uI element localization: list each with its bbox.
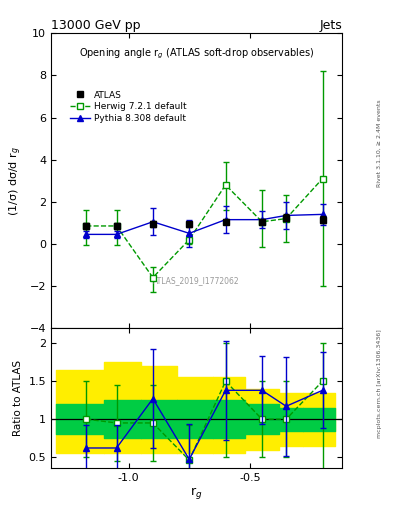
Y-axis label: (1/σ) dσ/d r$_g$: (1/σ) dσ/d r$_g$ xyxy=(8,146,24,216)
Text: Rivet 3.1.10, ≥ 2.4M events: Rivet 3.1.10, ≥ 2.4M events xyxy=(377,99,382,187)
Text: Jets: Jets xyxy=(319,19,342,32)
X-axis label: r$_g$: r$_g$ xyxy=(190,485,203,501)
Text: ATLAS_2019_I1772062: ATLAS_2019_I1772062 xyxy=(153,276,240,285)
Text: Opening angle r$_g$ (ATLAS soft-drop observables): Opening angle r$_g$ (ATLAS soft-drop obs… xyxy=(79,47,314,61)
Text: 13000 GeV pp: 13000 GeV pp xyxy=(51,19,141,32)
Legend: ATLAS, Herwig 7.2.1 default, Pythia 8.308 default: ATLAS, Herwig 7.2.1 default, Pythia 8.30… xyxy=(67,88,190,126)
Text: mcplots.cern.ch [arXiv:1306.3436]: mcplots.cern.ch [arXiv:1306.3436] xyxy=(377,330,382,438)
Y-axis label: Ratio to ATLAS: Ratio to ATLAS xyxy=(13,360,23,436)
